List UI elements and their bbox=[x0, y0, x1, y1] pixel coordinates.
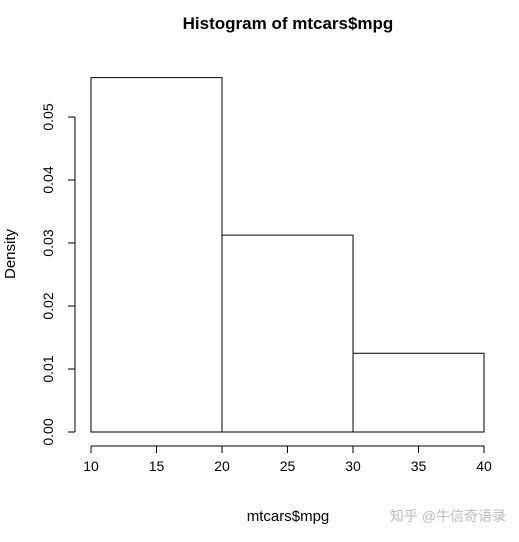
y-tick-label-4: 0.04 bbox=[40, 166, 56, 193]
x-tick-label-25: 25 bbox=[280, 458, 296, 474]
y-tick-label-3: 0.03 bbox=[40, 229, 56, 256]
x-tick-label-20: 20 bbox=[214, 458, 230, 474]
bars-group bbox=[90, 77, 485, 433]
x-tick-label-35: 35 bbox=[411, 458, 427, 474]
y-axis: 0.00 0.01 0.02 0.03 0.04 0.05 bbox=[40, 103, 76, 446]
x-tick-label-15: 15 bbox=[149, 458, 165, 474]
histogram-bar-2 bbox=[221, 234, 354, 433]
y-tick-label-1: 0.01 bbox=[40, 355, 56, 382]
histogram-bar-3 bbox=[352, 352, 485, 433]
y-tick-label-0: 0.00 bbox=[40, 418, 56, 445]
y-tick-label-5: 0.05 bbox=[40, 103, 56, 130]
x-axis-label: mtcars$mpg bbox=[247, 508, 330, 525]
watermark-text: 知乎 @牛信奇语录 bbox=[390, 508, 506, 524]
chart-title: Histogram of mtcars$mpg bbox=[183, 14, 394, 33]
x-tick-label-40: 40 bbox=[476, 458, 492, 474]
x-tick-label-30: 30 bbox=[345, 458, 361, 474]
y-tick-label-2: 0.02 bbox=[40, 292, 56, 319]
histogram-bar-1 bbox=[90, 77, 223, 433]
y-axis-label: Density bbox=[2, 228, 19, 279]
x-tick-label-10: 10 bbox=[83, 458, 99, 474]
x-axis: 10 15 20 25 30 35 40 bbox=[83, 445, 492, 474]
